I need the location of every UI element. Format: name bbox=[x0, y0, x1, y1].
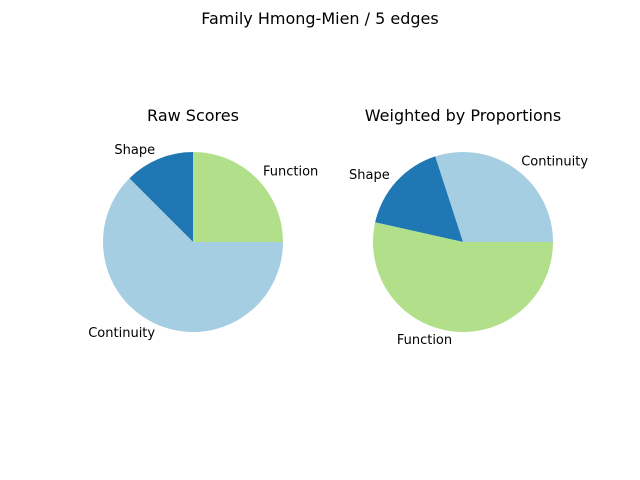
chart-title-weighted: Weighted by Proportions bbox=[365, 106, 561, 125]
pie-slice-weighted-continuity bbox=[435, 152, 553, 242]
pie-chart-weighted: Weighted by Proportions Continuity Shape F… bbox=[349, 106, 588, 348]
pie-slice-raw-shape bbox=[129, 152, 193, 242]
slice-label-raw-continuity: Continuity bbox=[88, 326, 155, 341]
slice-label-weighted-function: Function bbox=[397, 333, 452, 348]
slices-weighted bbox=[373, 152, 553, 332]
figure-title: Family Hmong-Mien / 5 edges bbox=[201, 9, 438, 28]
pie-slice-weighted-shape bbox=[375, 156, 463, 242]
slice-labels-raw-scores: Function Shape Continuity bbox=[88, 143, 318, 341]
slice-label-weighted-shape: Shape bbox=[349, 168, 390, 183]
slice-label-weighted-continuity: Continuity bbox=[521, 154, 588, 169]
slice-labels-weighted: Continuity Shape Function bbox=[349, 154, 588, 347]
pie-slice-raw-continuity bbox=[102, 178, 283, 332]
pie-chart-raw-scores: Raw Scores Function Shape Continuity bbox=[88, 106, 318, 341]
chart-title-raw-scores: Raw Scores bbox=[147, 106, 239, 125]
slice-label-raw-shape: Shape bbox=[114, 143, 155, 158]
slice-label-raw-function: Function bbox=[263, 164, 318, 179]
slices-raw-scores bbox=[102, 152, 283, 332]
pie-slice-weighted-function bbox=[373, 222, 553, 332]
pie-slice-raw-function bbox=[193, 152, 283, 242]
